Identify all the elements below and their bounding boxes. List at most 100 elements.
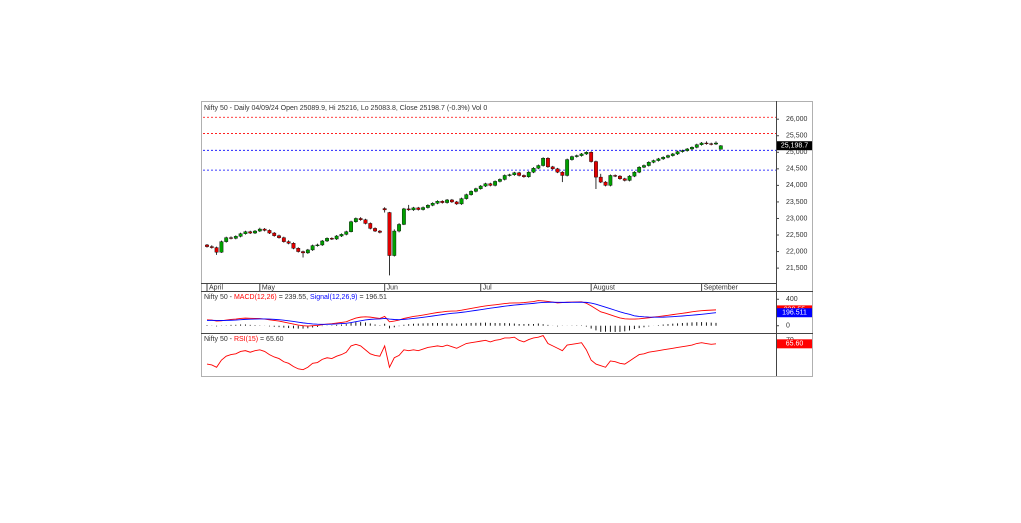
candle-body	[329, 238, 334, 240]
candle-body	[248, 231, 253, 234]
candle-body	[570, 156, 574, 160]
candle-body	[353, 218, 358, 222]
candle-body	[478, 185, 483, 189]
x-tick-label: September	[704, 284, 739, 291]
candle-body	[445, 199, 449, 203]
candle-body	[205, 244, 209, 247]
candle-body	[685, 148, 690, 151]
candle-body	[714, 142, 718, 145]
candle-body	[560, 171, 565, 176]
y-tick-label: 25,500	[786, 133, 808, 140]
candle-body	[536, 165, 541, 169]
candle-body	[517, 172, 522, 176]
candle-body	[675, 151, 680, 155]
x-tick-label: Jun	[387, 284, 398, 291]
candle-body	[272, 232, 277, 236]
candle-body	[425, 205, 430, 208]
candle-body	[344, 231, 349, 235]
panel-legend: Nifty 50 - RSI(15) = 65.60	[204, 336, 284, 343]
candle-body	[666, 155, 670, 158]
y-tick-label: 23,500	[786, 199, 808, 206]
candle-body	[267, 230, 272, 234]
candle-body	[694, 144, 699, 148]
candle-body	[680, 150, 685, 152]
candle-body	[613, 175, 618, 177]
candle-body	[661, 157, 666, 160]
candle-body	[387, 212, 392, 256]
y-tick-label: 24,000	[786, 182, 808, 189]
frame	[201, 101, 813, 377]
candle-body	[392, 230, 397, 256]
candle-body	[656, 158, 661, 161]
candle-body	[325, 238, 329, 242]
legend-text: Nifty 50 -	[204, 336, 234, 343]
candle-body	[493, 181, 498, 186]
candle-body	[498, 179, 502, 182]
candle-body	[584, 152, 589, 155]
y-tick-label: 22,500	[786, 232, 808, 239]
candle-body	[550, 166, 555, 170]
candle-body	[238, 233, 243, 237]
candle-body	[522, 175, 526, 177]
candle-body	[286, 241, 291, 244]
candle-body	[296, 248, 301, 252]
y-tick-label: 25,000	[786, 149, 808, 156]
candle-body	[699, 142, 704, 145]
candle-body	[411, 207, 416, 211]
candle-body	[541, 158, 546, 166]
candle-body	[488, 183, 493, 186]
candle-body	[627, 175, 632, 181]
legend-series: MACD(12,26)	[234, 294, 277, 301]
candle-body	[257, 228, 262, 232]
candle-body	[435, 201, 440, 204]
candle-body	[377, 230, 382, 233]
candle-body	[642, 165, 646, 168]
candle-body	[349, 221, 353, 232]
candle-body	[253, 230, 257, 234]
last-value-label: 196.511	[782, 310, 807, 317]
candle-body	[594, 161, 598, 178]
candle-body	[301, 251, 305, 254]
legend-series: RSI(15)	[234, 336, 258, 343]
legend-text: = 196.51	[358, 294, 387, 301]
last-value-label-box	[777, 308, 812, 318]
candle-body	[219, 241, 224, 253]
candle-body	[214, 247, 219, 253]
candle-body	[430, 203, 435, 206]
candle-body	[603, 181, 608, 186]
candle-body	[310, 245, 315, 251]
last-value-label: 65.60	[786, 341, 804, 348]
candle-body	[526, 171, 531, 177]
y-tick-label: 0	[786, 323, 790, 330]
candle-body	[334, 235, 339, 240]
candle-body	[382, 208, 387, 211]
y-tick-label: 26,000	[786, 116, 808, 123]
candle-body	[406, 208, 411, 211]
y-tick-label: 24,500	[786, 166, 808, 173]
candle-body	[368, 223, 373, 229]
candle-body	[291, 243, 296, 249]
candle-body	[454, 201, 459, 205]
last-value-label-box	[777, 339, 812, 349]
candle-body	[704, 142, 709, 145]
candle-body	[651, 160, 656, 163]
candle-body	[229, 237, 233, 239]
candle-body	[709, 143, 714, 145]
y-tick-label: 22,000	[786, 248, 808, 255]
y-tick-label: 23,000	[786, 215, 808, 222]
x-tick-label: April	[209, 284, 223, 291]
indicator-line	[206, 301, 717, 325]
legend-text: = 65.60	[258, 336, 284, 343]
candle-body	[483, 183, 488, 187]
candle-body	[262, 228, 267, 231]
candle-body	[305, 249, 310, 254]
candle-body	[277, 235, 281, 238]
candle-body	[233, 236, 238, 239]
candle-body	[622, 178, 627, 181]
candle-body	[339, 234, 344, 237]
candle-body	[718, 145, 723, 150]
candle-body	[373, 228, 377, 232]
candle-body	[397, 224, 401, 232]
candle-body	[589, 152, 594, 162]
